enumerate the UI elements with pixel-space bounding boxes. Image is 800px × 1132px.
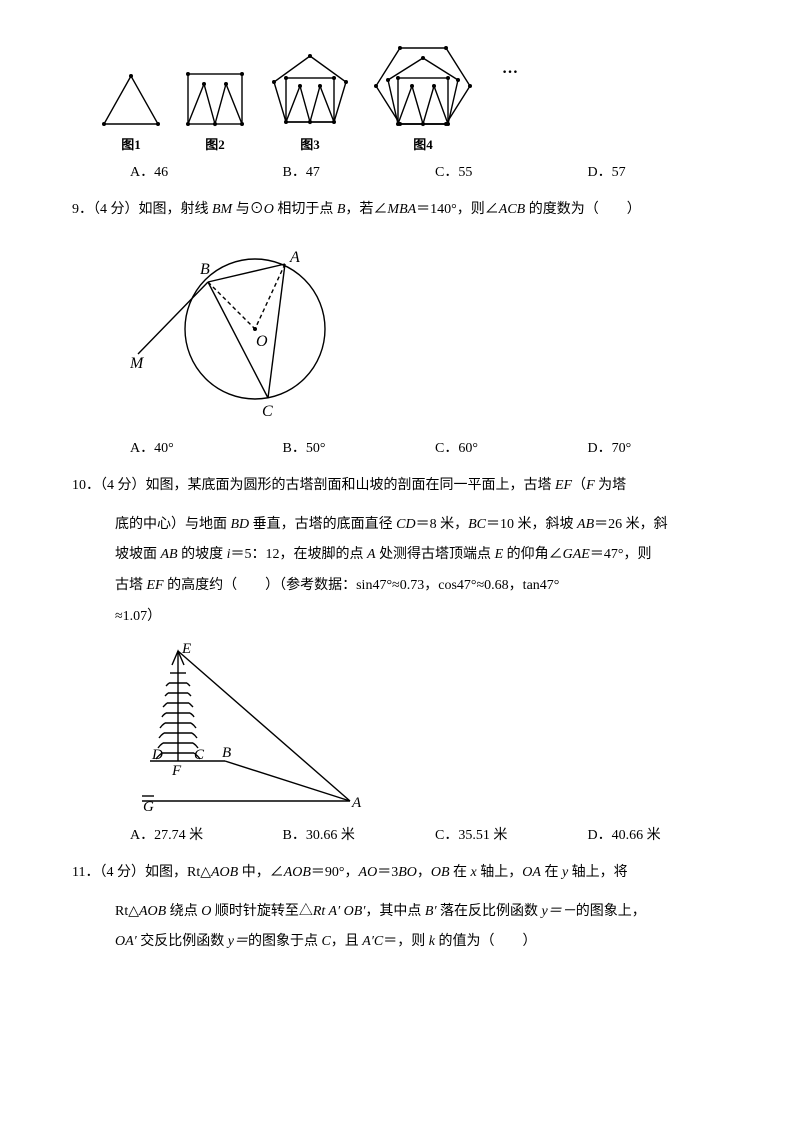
q8-label1: 图1 [100, 134, 162, 153]
svg-text:G: G [143, 799, 154, 811]
q8-fig2 [182, 68, 248, 128]
svg-text:M: M [130, 355, 145, 372]
svg-text:F: F [171, 763, 182, 779]
q8-options: A．46 B．47 C．55 D．57 [130, 161, 740, 181]
q9-text: 9．（4 分）如图，射线 BM 与⊙O 相切于点 B，若∠MBA＝140°，则∠… [72, 195, 740, 226]
q10-line4: 古塔 EF 的高度约（ ）（参考数据：sin47°≈0.73，cos47°≈0.… [115, 571, 740, 602]
q8-optB: B．47 [283, 161, 436, 181]
q8-fig3 [268, 52, 352, 128]
q8-optC: C．55 [435, 161, 588, 181]
q10-optA: A．27.74 米 [130, 824, 283, 844]
q9-optA: A．40° [130, 437, 283, 457]
q10-number: 10．（4 分） [72, 478, 146, 493]
q10-diagram: E D F C B G A [130, 641, 740, 816]
q9-optB: B．50° [283, 437, 436, 457]
q8-label4: 图4 [372, 134, 474, 153]
svg-text:B: B [200, 261, 210, 278]
q9-optD: D．70° [588, 437, 741, 457]
q9-diagram: B A O C M [130, 234, 740, 429]
q9-options: A．40° B．50° C．60° D．70° [130, 437, 740, 457]
svg-text:O: O [256, 333, 268, 350]
q8-label3: 图3 [268, 134, 352, 153]
q8-figure-labels: 图1 图2 图3 图4 [100, 134, 740, 153]
svg-text:A: A [289, 249, 300, 266]
q10-options: A．27.74 米 B．30.66 米 C．35.51 米 D．40.66 米 [130, 824, 740, 844]
svg-text:E: E [181, 641, 191, 657]
q8-label2: 图2 [182, 134, 248, 153]
q11-line1: 11．（4 分）如图，Rt△AOB 中，∠AOB＝90°，AO＝3BO，OB 在… [72, 858, 740, 889]
q9-number: 9．（4 分） [72, 202, 139, 217]
q10-optD: D．40.66 米 [588, 824, 741, 844]
q10-optB: B．30.66 米 [283, 824, 436, 844]
svg-text:A: A [351, 795, 362, 811]
q8-figures: … [100, 40, 740, 128]
q8-ellipsis: … [502, 60, 518, 108]
q11-line2: Rt△AOB 绕点 O 顺时针旋转至△Rt A′ OB′，其中点 B′ 落在反比… [115, 897, 740, 928]
q8-fig1 [100, 72, 162, 128]
q8-optA: A．46 [130, 161, 283, 181]
svg-text:D: D [151, 747, 163, 763]
svg-text:B: B [222, 745, 231, 761]
q9-optC: C．60° [435, 437, 588, 457]
q10-line1: 10．（4 分）如图，某底面为圆形的古塔剖面和山坡的剖面在同一平面上，古塔 EF… [72, 471, 740, 502]
page: … 图1 图2 图3 图4 A．46 B．47 C．55 D．57 9．（4 分… [0, 0, 800, 998]
q11-line3: OA′ 交反比例函数 y＝的图象于点 C，且 A′C＝，则 k 的值为（ ） [115, 927, 740, 958]
svg-text:C: C [194, 747, 205, 763]
q10-line3: 坡坡面 AB 的坡度 i＝5：12，在坡脚的点 A 处测得古塔顶端点 E 的仰角… [115, 540, 740, 571]
svg-text:C: C [262, 403, 273, 420]
q10-line2: 底的中心）与地面 BD 垂直，古塔的底面直径 CD＝8 米，BC＝10 米，斜坡… [115, 510, 740, 541]
q11-number: 11．（4 分） [72, 865, 145, 880]
q8-optD: D．57 [588, 161, 741, 181]
q10-optC: C．35.51 米 [435, 824, 588, 844]
q8-fig4 [372, 40, 474, 128]
q10-line5: ≈1.07） [115, 602, 740, 633]
